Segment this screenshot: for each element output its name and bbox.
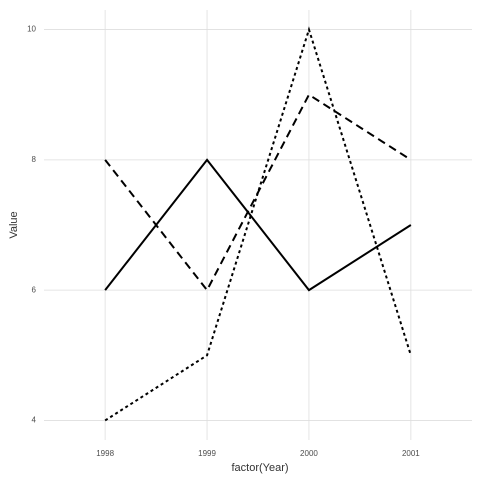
x-tick-label: 2000 [300, 449, 318, 458]
y-tick-label: 6 [32, 285, 37, 294]
y-tick-label: 10 [27, 25, 36, 34]
series-line [104, 93, 412, 292]
x-tick-label: 2001 [402, 449, 420, 458]
y-tick-label: 4 [32, 416, 37, 425]
x-tick-label: 1999 [198, 449, 216, 458]
series-line [104, 158, 412, 292]
series-line [104, 26, 412, 422]
y-tick-label: 8 [32, 155, 37, 164]
x-axis-title: factor(Year) [231, 462, 288, 474]
y-axis-title: Value [8, 211, 20, 238]
x-tick-label: 1998 [96, 449, 114, 458]
